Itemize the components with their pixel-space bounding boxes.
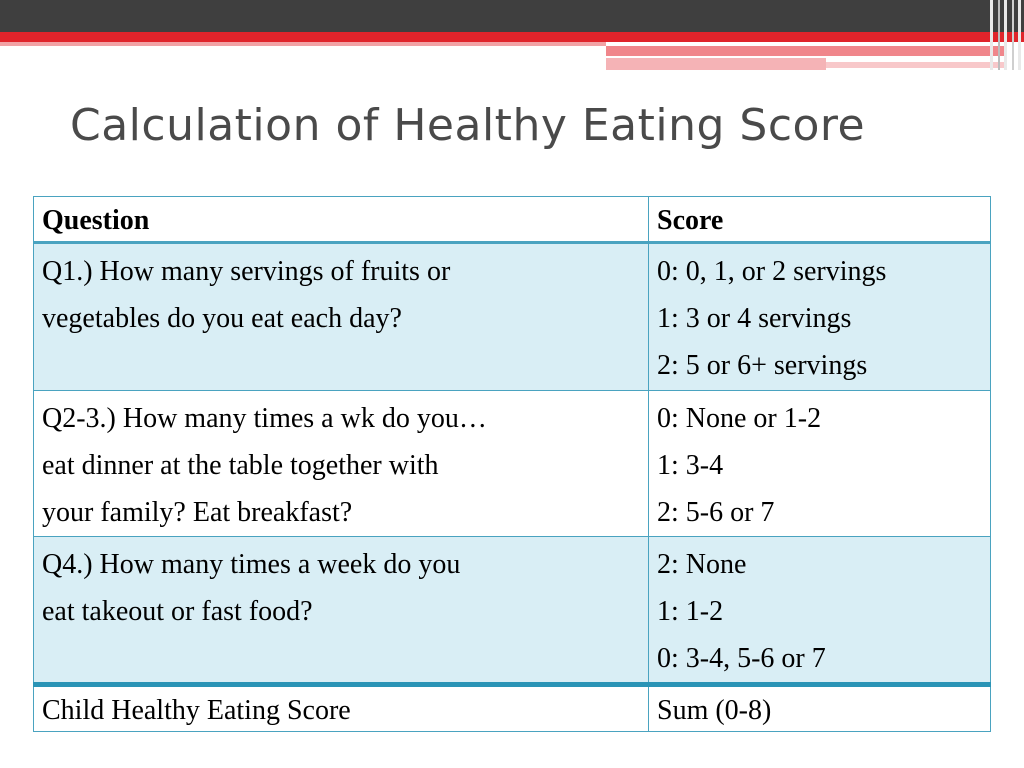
table-row: Q1.) How many servings of fruits or vege… [33, 242, 991, 391]
top-red-accent [0, 42, 606, 46]
score-line: 2: 5 or 6+ servings [657, 350, 868, 381]
score-cell: 0: 0, 1, or 2 servings 1: 3 or 4 serving… [648, 242, 991, 391]
question-line: vegetables do you eat each day? [42, 303, 402, 334]
question-line: Q4.) How many times a week do you [42, 549, 461, 580]
score-line: 0: 3-4, 5-6 or 7 [657, 643, 826, 674]
header-score: Score [648, 196, 991, 243]
table-row: Q2-3.) How many times a wk do you… eat d… [33, 390, 991, 537]
table-footer-row: Child Healthy Eating Score Sum (0-8) [33, 682, 991, 732]
table-header-row: Question Score [33, 196, 991, 243]
score-line: 1: 3 or 4 servings [657, 303, 852, 334]
table-row: Q4.) How many times a week do you eat ta… [33, 536, 991, 685]
top-red-bar [0, 32, 1024, 42]
question-cell: Q2-3.) How many times a wk do you… eat d… [33, 390, 649, 537]
top-dark-bar [0, 0, 1024, 32]
question-line: Q1.) How many servings of fruits or [42, 256, 451, 287]
score-line: 1: 1-2 [657, 596, 724, 627]
score-line: 2: 5-6 or 7 [657, 497, 775, 528]
score-cell: 2: None 1: 1-2 0: 3-4, 5-6 or 7 [648, 536, 991, 685]
header-question: Question [33, 196, 649, 243]
score-line: 2: None [657, 549, 747, 580]
question-line: your family? Eat breakfast? [42, 497, 353, 528]
top-pink-accent [606, 46, 1006, 56]
question-line: eat takeout or fast food? [42, 596, 313, 627]
question-cell: Q4.) How many times a week do you eat ta… [33, 536, 649, 685]
question-cell: Q1.) How many servings of fruits or vege… [33, 242, 649, 391]
footer-score: Sum (0-8) [648, 682, 991, 732]
footer-question: Child Healthy Eating Score [33, 682, 649, 732]
question-line: Q2-3.) How many times a wk do you… [42, 403, 487, 434]
top-pink-accent [606, 58, 826, 70]
question-line: eat dinner at the table together with [42, 450, 439, 481]
score-table: Question Score Q1.) How many servings of… [33, 196, 991, 732]
corner-stripes [990, 0, 1024, 70]
score-cell: 0: None or 1-2 1: 3-4 2: 5-6 or 7 [648, 390, 991, 537]
score-line: 1: 3-4 [657, 450, 724, 481]
slide-title: Calculation of Healthy Eating Score [70, 100, 866, 151]
top-pink-accent [826, 62, 1006, 68]
score-line: 0: 0, 1, or 2 servings [657, 256, 887, 287]
score-line: 0: None or 1-2 [657, 403, 822, 434]
